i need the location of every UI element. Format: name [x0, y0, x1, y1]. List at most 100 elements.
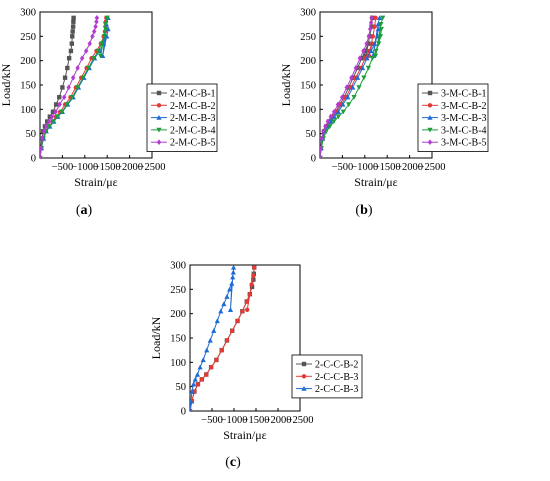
data-point [367, 26, 373, 32]
x-tick-label: −1000 [71, 162, 98, 173]
y-tick-label: 50 [26, 129, 37, 140]
legend-entry: 2-M-C-B-1 [170, 89, 216, 100]
data-point [87, 40, 92, 47]
data-point [71, 19, 76, 24]
legend-marker [301, 374, 307, 379]
data-point [249, 282, 254, 287]
data-point [102, 21, 109, 27]
legend-marker [156, 90, 162, 96]
data-point [70, 74, 76, 81]
data-point [90, 33, 95, 40]
chart-panel-a: 0 50 100 150 200 250 300 −500−1000−1500−2000−25… [0, 8, 218, 218]
y-tick-label: 300 [170, 261, 186, 272]
x-tick-label: −2000 [396, 162, 423, 173]
data-point [190, 408, 192, 411]
data-point [227, 307, 234, 312]
data-point [224, 294, 230, 299]
data-point [346, 102, 352, 108]
data-point [70, 24, 76, 29]
y-tick-label: 150 [300, 81, 316, 92]
legend-marker [301, 361, 307, 367]
data-point [40, 155, 43, 158]
data-point [366, 33, 372, 40]
data-point [325, 118, 331, 125]
y-tick-label: 250 [20, 32, 36, 43]
x-tick-label: −2500 [139, 162, 166, 173]
data-point [230, 328, 235, 333]
data-point [335, 101, 341, 108]
data-point [219, 347, 224, 353]
data-point [70, 29, 75, 34]
data-point [375, 21, 381, 27]
x-tick-label: −2000 [116, 162, 143, 173]
data-point [221, 301, 227, 307]
y-tick-label: 50 [176, 382, 187, 393]
data-point [95, 48, 101, 54]
data-point [364, 40, 369, 47]
legend-marker [427, 139, 433, 145]
data-point [331, 114, 337, 119]
data-point [320, 145, 323, 152]
data-point [46, 118, 52, 125]
legend-entry: 3-M-C-B-2 [441, 101, 487, 112]
y-tick-label: 250 [300, 32, 316, 43]
chart-panel-b: 0 50 100 150 200 250 300 −500−1000−1500−2000−25… [279, 8, 489, 218]
data-point [92, 28, 97, 35]
plot-frame [39, 11, 153, 159]
x-tick-label: −1000 [351, 162, 378, 173]
data-point [190, 381, 197, 387]
legend-marker [156, 139, 162, 145]
data-point [229, 280, 235, 286]
data-point [190, 388, 195, 394]
data-point [328, 113, 333, 120]
data-point [101, 34, 108, 39]
data-point [369, 15, 374, 21]
data-point [192, 376, 198, 382]
data-point [57, 101, 62, 108]
data-point [85, 65, 91, 71]
data-point [214, 318, 220, 324]
data-point [353, 65, 359, 71]
x-tick-label: −500 [332, 162, 354, 173]
legend-entry: 3-M-C-B-3 [441, 113, 487, 124]
series-2-C-C-B-3 [190, 265, 257, 411]
data-point [349, 74, 354, 81]
y-tick-label: 200 [20, 56, 36, 67]
legend-entry: 2-C-C-B-3 [315, 384, 358, 395]
data-point [339, 94, 345, 100]
data-point [373, 48, 379, 54]
data-point [323, 129, 329, 134]
data-point [70, 34, 75, 39]
y-tick-label: 200 [300, 56, 316, 67]
data-point [368, 48, 374, 54]
data-point [376, 15, 383, 21]
legend-entry: 2-C-C-B-2 [315, 360, 358, 371]
data-point [46, 124, 53, 129]
series-line [40, 17, 108, 158]
data-point [64, 102, 70, 108]
series-line [40, 17, 107, 158]
x-axis-label: Strain/με [223, 428, 266, 442]
legend-marker [301, 386, 307, 391]
data-point [331, 108, 337, 115]
data-point [94, 18, 99, 25]
data-point [240, 309, 245, 314]
data-point [41, 128, 47, 135]
y-tick-label: 250 [170, 285, 186, 296]
data-point [335, 109, 341, 114]
data-point [249, 284, 255, 290]
legend-entry: 3-M-C-B-5 [441, 138, 487, 149]
data-point [50, 119, 57, 125]
chart-panel-c: 0 50 100 150 200 250 300 −500−1000−1500−2000−25… [149, 261, 363, 470]
data-point [69, 94, 75, 100]
y-tick-label: 150 [170, 334, 186, 345]
legend-entry: 2-M-C-B-5 [170, 138, 216, 149]
x-tick-label: −1500 [94, 162, 121, 173]
x-tick-label: −500 [52, 162, 74, 173]
y-axis-label: Load/kN [279, 63, 293, 106]
data-point [60, 85, 65, 90]
data-point [105, 26, 111, 32]
x-tick-label: −1000 [221, 415, 248, 426]
legend-marker [156, 103, 162, 108]
data-point [357, 55, 363, 62]
